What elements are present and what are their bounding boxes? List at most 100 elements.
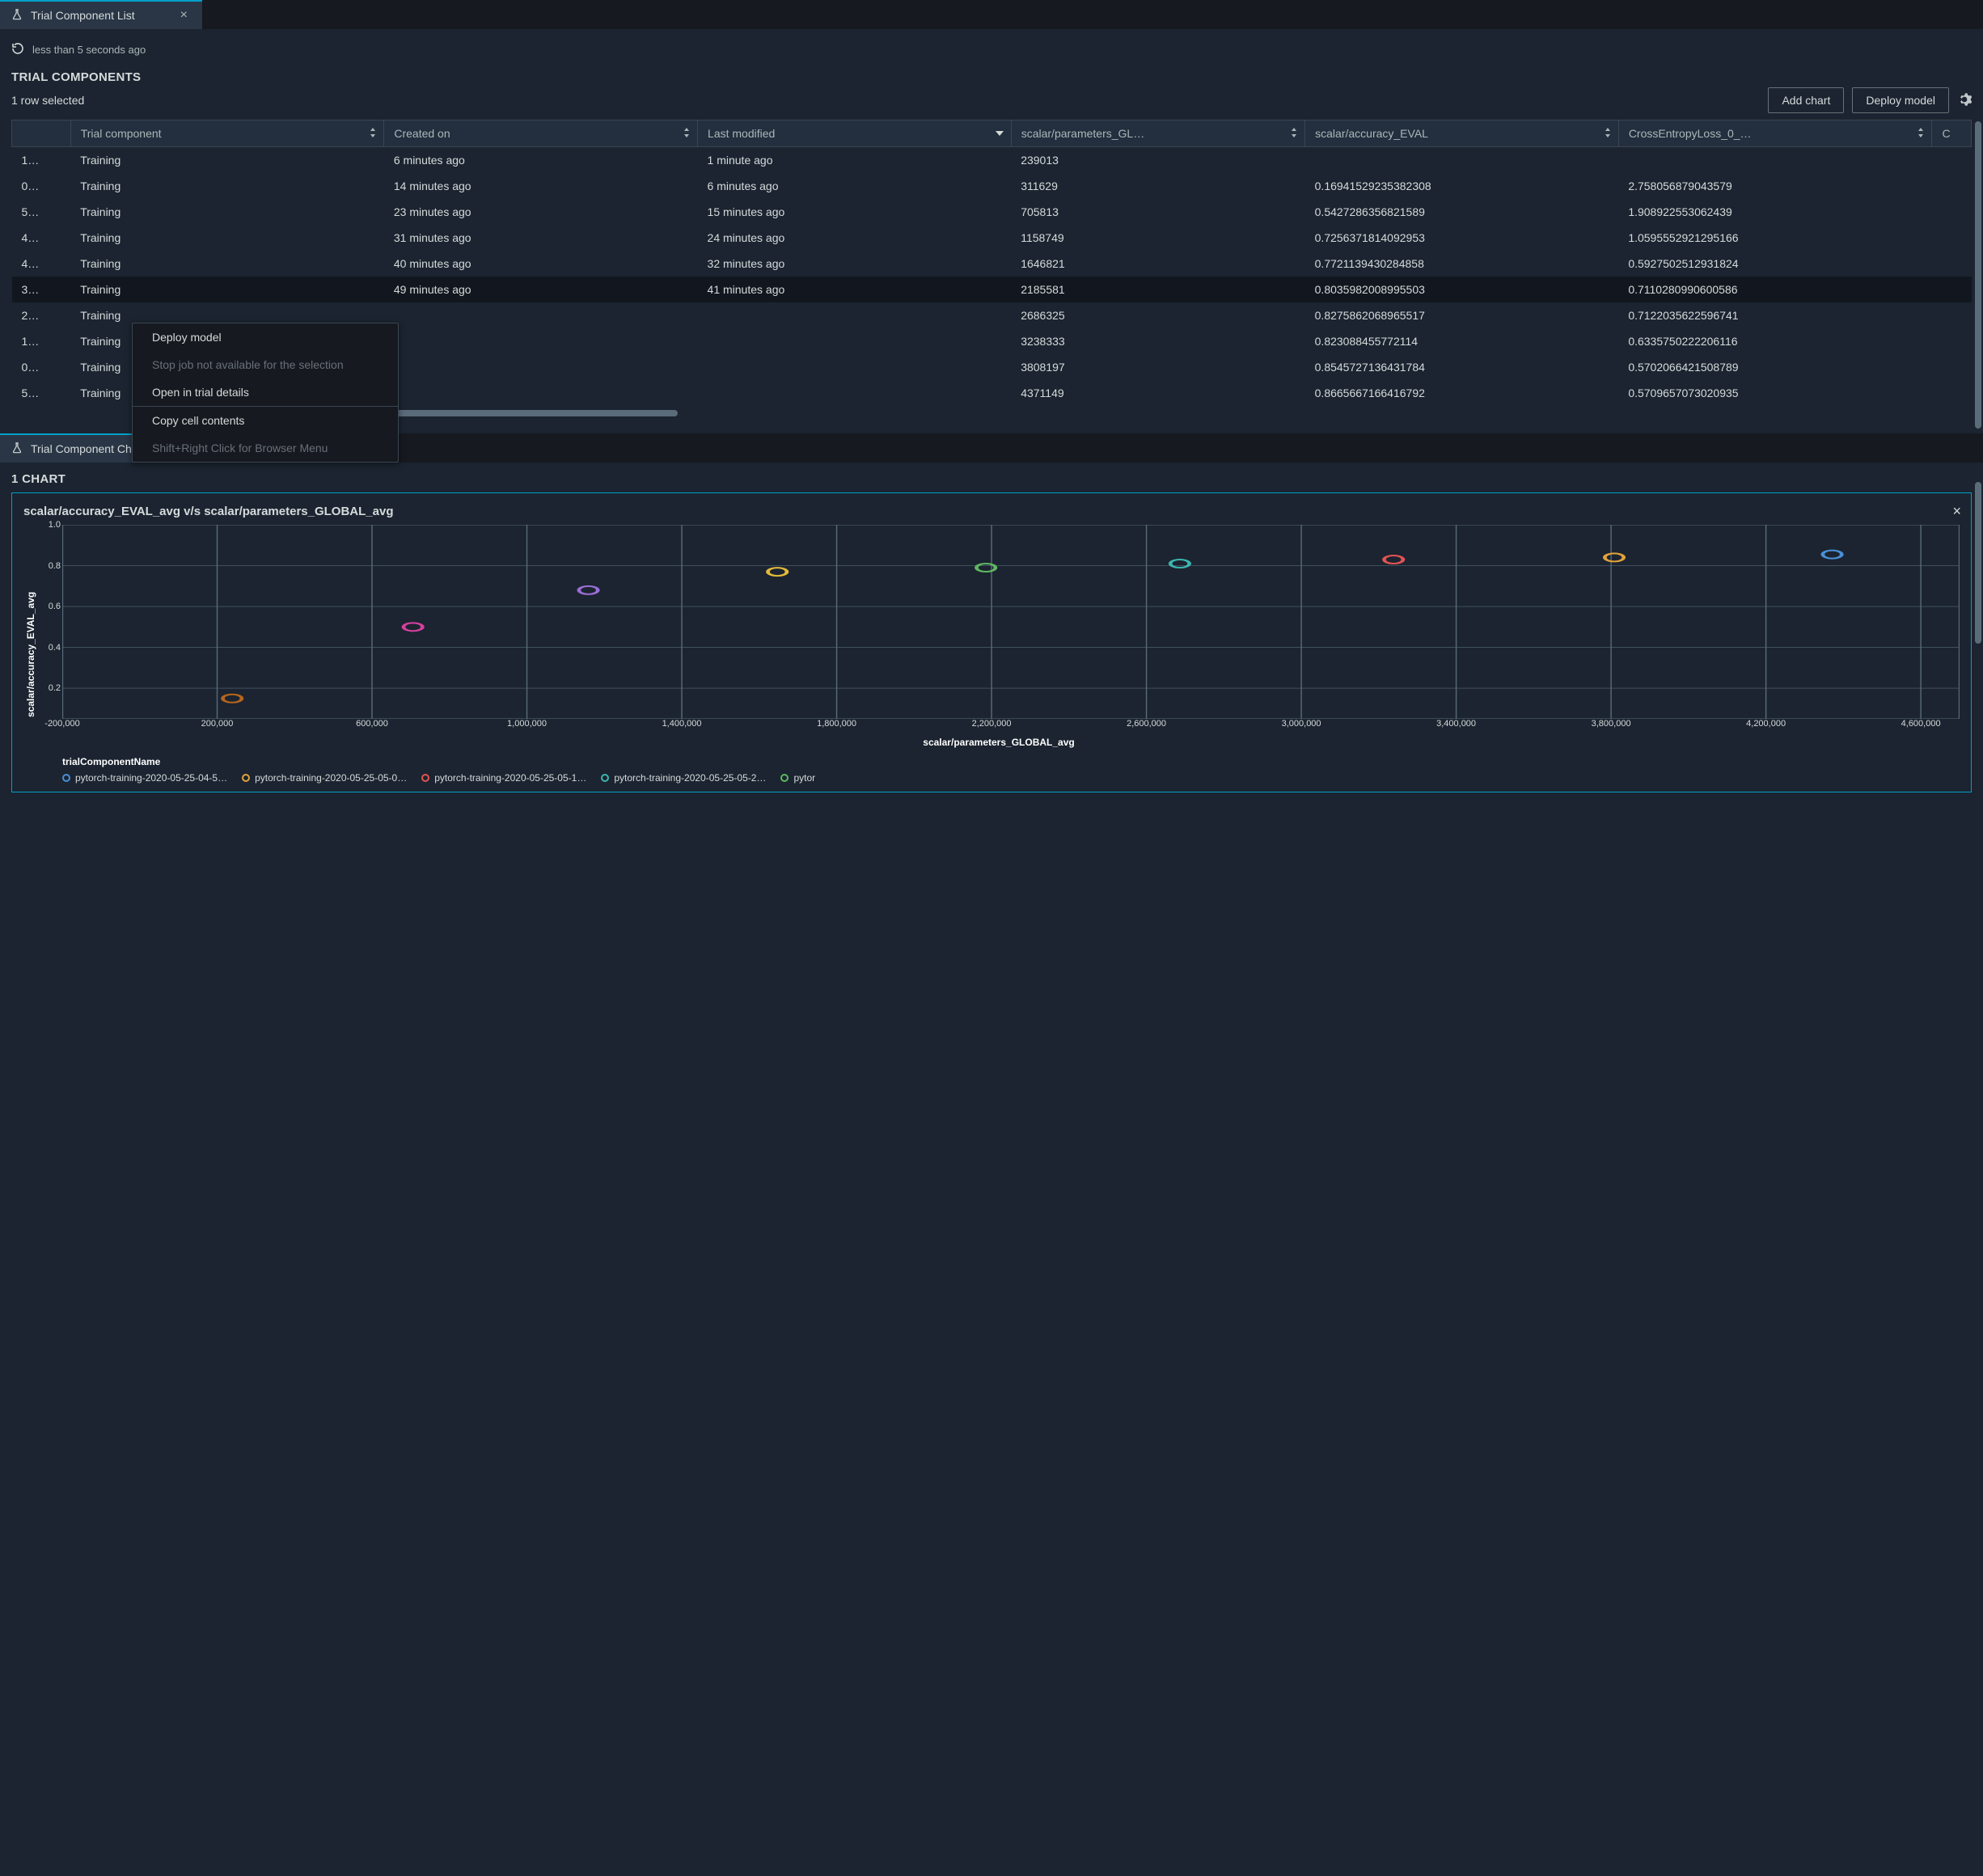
close-icon[interactable]: × [177,8,191,23]
cell-idx: 0… [12,173,71,199]
col-created-on[interactable]: Created on [384,120,698,147]
legend-title: trialComponentName [62,756,1960,767]
data-point[interactable] [976,564,995,572]
cell-acc [1305,147,1619,174]
chart-container: × scalar/accuracy_EVAL_avg v/s scalar/pa… [11,492,1972,792]
x-tick-label: 3,800,000 [1592,719,1631,729]
cell-modified [698,354,1012,380]
cell-comp: Training [70,147,384,174]
trial-list-tab[interactable]: Trial Component List × [0,0,202,29]
chart-title: scalar/accuracy_EVAL_avg v/s scalar/para… [23,505,1960,518]
col-accuracy[interactable]: scalar/accuracy_EVAL [1305,120,1619,147]
cell-loss: 0.6335750222206116 [1618,328,1932,354]
cell-extra [1932,199,1972,225]
vertical-scrollbar[interactable] [1975,482,1981,644]
x-axis-label: scalar/parameters_GLOBAL_avg [38,737,1960,748]
data-point[interactable] [1823,551,1841,559]
menu-item[interactable]: Deploy model [133,323,398,351]
x-tick-label: -200,000 [44,719,79,729]
close-icon[interactable]: × [1952,503,1961,520]
legend-label: pytor [793,772,815,784]
x-tick-label: 200,000 [201,719,234,729]
col-index[interactable] [12,120,71,147]
cell-params: 311629 [1011,173,1304,199]
col-loss[interactable]: CrossEntropyLoss_0_… [1618,120,1932,147]
data-point[interactable] [404,623,422,631]
sort-icon[interactable] [1604,127,1612,140]
scatter-plot [62,525,1960,719]
sort-icon[interactable] [369,127,377,140]
gear-icon[interactable] [1957,92,1972,109]
table-row[interactable]: 4…Training31 minutes ago24 minutes ago11… [12,225,1972,251]
cell-comp: Training [70,277,384,302]
sort-icon[interactable] [1917,127,1925,140]
legend-row: pytorch-training-2020-05-25-04-5… pytorch… [62,772,1960,784]
col-extra[interactable]: C [1932,120,1972,147]
data-point[interactable] [222,695,241,703]
legend-item[interactable]: pytorch-training-2020-05-25-05-0… [242,772,407,784]
button-row: Add chart Deploy model [1768,87,1972,113]
cell-modified [698,380,1012,406]
add-chart-button[interactable]: Add chart [1768,87,1844,113]
cell-params: 705813 [1011,199,1304,225]
legend-item[interactable]: pytorch-training-2020-05-25-04-5… [62,772,227,784]
plot-column: 0.20.40.60.81.0 -200,000200,000600,0001,… [38,525,1960,784]
refresh-icon[interactable] [11,42,24,57]
col-trial-component[interactable]: Trial component [70,120,384,147]
legend-item[interactable]: pytorch-training-2020-05-25-05-1… [421,772,586,784]
data-point[interactable] [1170,560,1189,568]
x-tick-label: 3,400,000 [1436,719,1476,729]
cell-loss: 0.5709657073020935 [1618,380,1932,406]
legend-item[interactable]: pytor [780,772,815,784]
cell-extra [1932,225,1972,251]
col-parameters[interactable]: scalar/parameters_GL… [1011,120,1304,147]
legend-label: pytorch-training-2020-05-25-05-0… [255,772,407,784]
table-row[interactable]: 3…Training49 minutes ago41 minutes ago21… [12,277,1972,302]
chart-section-header: 1 CHART [11,472,1972,486]
cell-idx: 1… [12,147,71,174]
legend: trialComponentName pytorch-training-2020… [62,756,1960,784]
y-tick-label: 0.2 [49,683,61,693]
menu-item[interactable]: Open in trial details [133,378,398,406]
chevron-down-icon[interactable] [995,127,1004,140]
table-row[interactable]: 4…Training40 minutes ago32 minutes ago16… [12,251,1972,277]
cell-created [384,354,698,380]
cell-loss: 1.908922553062439 [1618,199,1932,225]
context-menu: Deploy modelStop job not available for t… [132,323,399,463]
sort-icon[interactable] [683,127,691,140]
table-header-row: Trial component Created on Last modified… [12,120,1972,147]
x-tick-label: 2,600,000 [1127,719,1166,729]
data-point[interactable] [579,586,598,594]
data-point[interactable] [1384,556,1402,564]
cell-loss: 2.758056879043579 [1618,173,1932,199]
cell-idx: 4… [12,225,71,251]
legend-item[interactable]: pytorch-training-2020-05-25-05-2… [601,772,766,784]
cell-modified: 6 minutes ago [698,173,1012,199]
sort-icon[interactable] [1290,127,1298,140]
col-last-modified[interactable]: Last modified [698,120,1012,147]
cell-extra [1932,380,1972,406]
x-tick-label: 3,000,000 [1282,719,1321,729]
table-row[interactable]: 0…Training14 minutes ago6 minutes ago311… [12,173,1972,199]
cell-created [384,302,698,328]
data-point[interactable] [1605,553,1623,561]
menu-item[interactable]: Copy cell contents [133,407,398,434]
data-point[interactable] [767,568,786,576]
cell-loss: 0.5702066421508789 [1618,354,1932,380]
cell-comp: Training [70,225,384,251]
cell-extra [1932,147,1972,174]
legend-label: pytorch-training-2020-05-25-05-2… [614,772,766,784]
legend-swatch [242,774,250,782]
cell-acc: 0.5427286356821589 [1305,199,1619,225]
vertical-scrollbar[interactable] [1975,121,1981,429]
cell-params: 3238333 [1011,328,1304,354]
table-row[interactable]: 5…Training23 minutes ago15 minutes ago70… [12,199,1972,225]
y-tick-label: 0.6 [49,602,61,611]
x-ticks: -200,000200,000600,0001,000,0001,400,000… [62,719,1960,732]
chart-area: scalar/accuracy_EVAL_avg 0.20.40.60.81.0… [23,525,1960,784]
deploy-model-button[interactable]: Deploy model [1852,87,1949,113]
table-row[interactable]: 1…Training6 minutes ago1 minute ago23901… [12,147,1972,174]
x-tick-label: 600,000 [356,719,388,729]
cell-idx: 2… [12,302,71,328]
cell-loss: 0.7110280990600586 [1618,277,1932,302]
